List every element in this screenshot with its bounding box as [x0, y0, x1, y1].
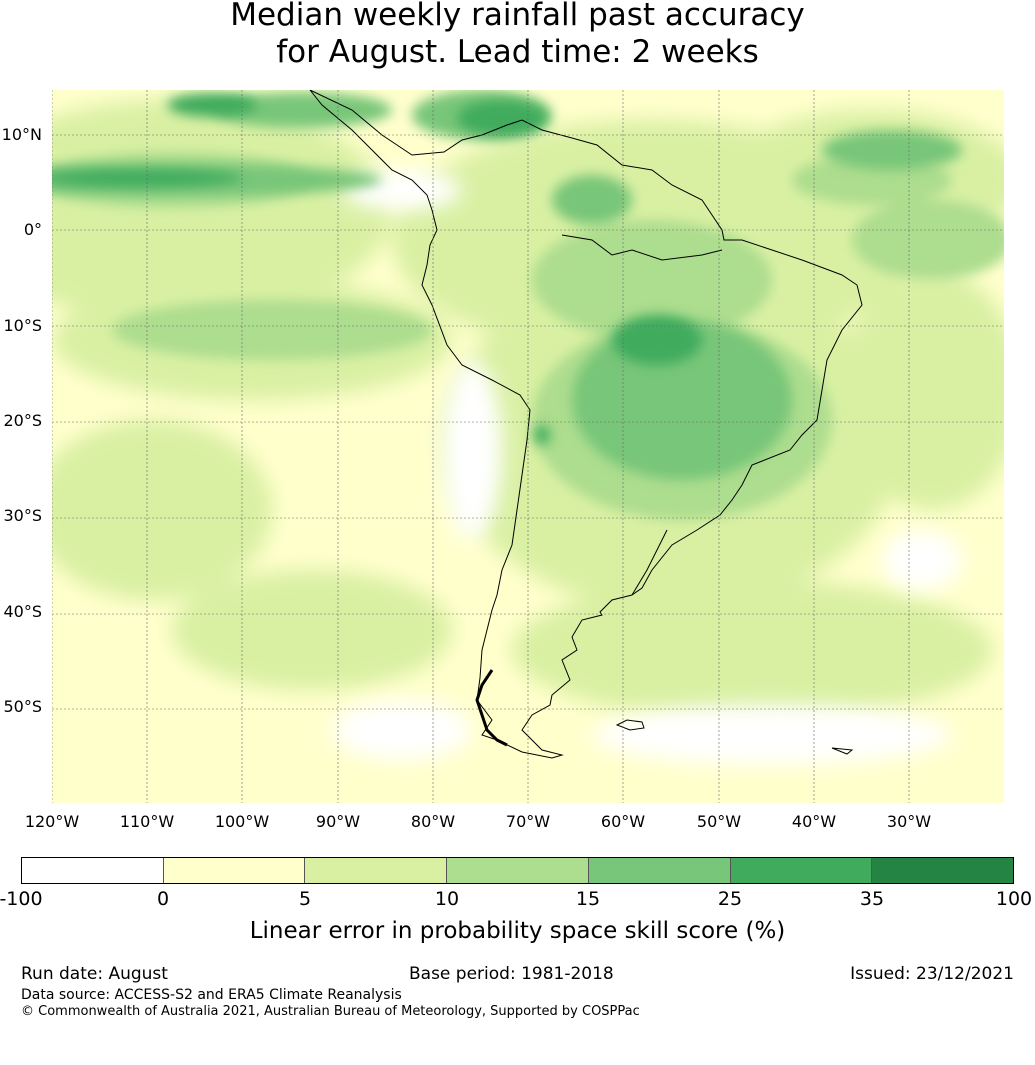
colorbar-segment-neg100-0: [22, 858, 164, 883]
lat-label-30s: 30°S: [3, 506, 42, 525]
colorbar-segment-25-35: [730, 858, 873, 883]
colorbar-tick: 35: [859, 888, 885, 910]
lat-label-20s: 20°S: [3, 411, 42, 430]
lat-label-40s: 40°S: [3, 602, 42, 621]
lat-label-10n: 10°N: [1, 125, 42, 144]
colorbar-segment-5-10: [305, 858, 448, 883]
colorbar-tick: 25: [717, 888, 743, 910]
copyright: © Commonwealth of Australia 2021, Austra…: [21, 1004, 640, 1019]
colorbar-tick: 5: [298, 888, 312, 910]
map-canvas: [52, 90, 1004, 803]
lat-label-10s: 10°S: [3, 316, 42, 335]
map-title-line1: Median weekly rainfall past accuracy: [230, 0, 805, 33]
south-america-coastline: [309, 90, 863, 759]
lon-label-50w: 50°W: [696, 812, 742, 831]
south-georgia: [831, 747, 854, 755]
colorbar-segment-35-100: [872, 858, 1014, 883]
colorbar-segment-15-25: [588, 858, 731, 883]
run-date: Run date: August: [21, 964, 168, 984]
colorbar-segment-10-15: [447, 858, 589, 883]
data-source: Data source: ACCESS-S2 and ERA5 Climate …: [21, 987, 402, 1003]
colorbar-tick: 100: [995, 888, 1033, 910]
lon-label-40w: 40°W: [791, 812, 837, 831]
chilean-archipelago: [475, 669, 508, 747]
graticule: [52, 90, 1004, 803]
lon-label-30w: 30°W: [886, 812, 932, 831]
lon-label-110w: 110°W: [119, 812, 175, 831]
lon-label-120w: 120°W: [24, 812, 80, 831]
lat-label-0: 0°: [23, 220, 42, 239]
lon-label-70w: 70°W: [505, 812, 551, 831]
amazon-coastline-detail: [561, 234, 723, 261]
lat-label-50s: 50°S: [3, 697, 42, 716]
colorbar-label: Linear error in probability space skill …: [249, 918, 786, 944]
colorbar-tick: 0: [156, 888, 170, 910]
colorbar-tick: 15: [575, 888, 601, 910]
falkland-islands: [615, 719, 645, 731]
map-title-line2: for August. Lead time: 2 weeks: [276, 34, 759, 70]
lon-label-100w: 100°W: [214, 812, 270, 831]
base-period: Base period: 1981-2018: [409, 964, 614, 984]
colorbar-tick: -100: [0, 888, 43, 910]
rio-de-la-plata-coastline: [631, 529, 668, 596]
issued-date: Issued: 23/12/2021: [850, 964, 1014, 984]
colorbar-segment-0-5: [163, 858, 306, 883]
lon-label-80w: 80°W: [410, 812, 456, 831]
lon-label-90w: 90°W: [315, 812, 361, 831]
skill-score-map: [52, 90, 1004, 803]
colorbar-tick: 10: [434, 888, 460, 910]
lon-label-60w: 60°W: [600, 812, 646, 831]
skill-field-white: [332, 170, 962, 765]
colorbar: [21, 857, 1014, 884]
